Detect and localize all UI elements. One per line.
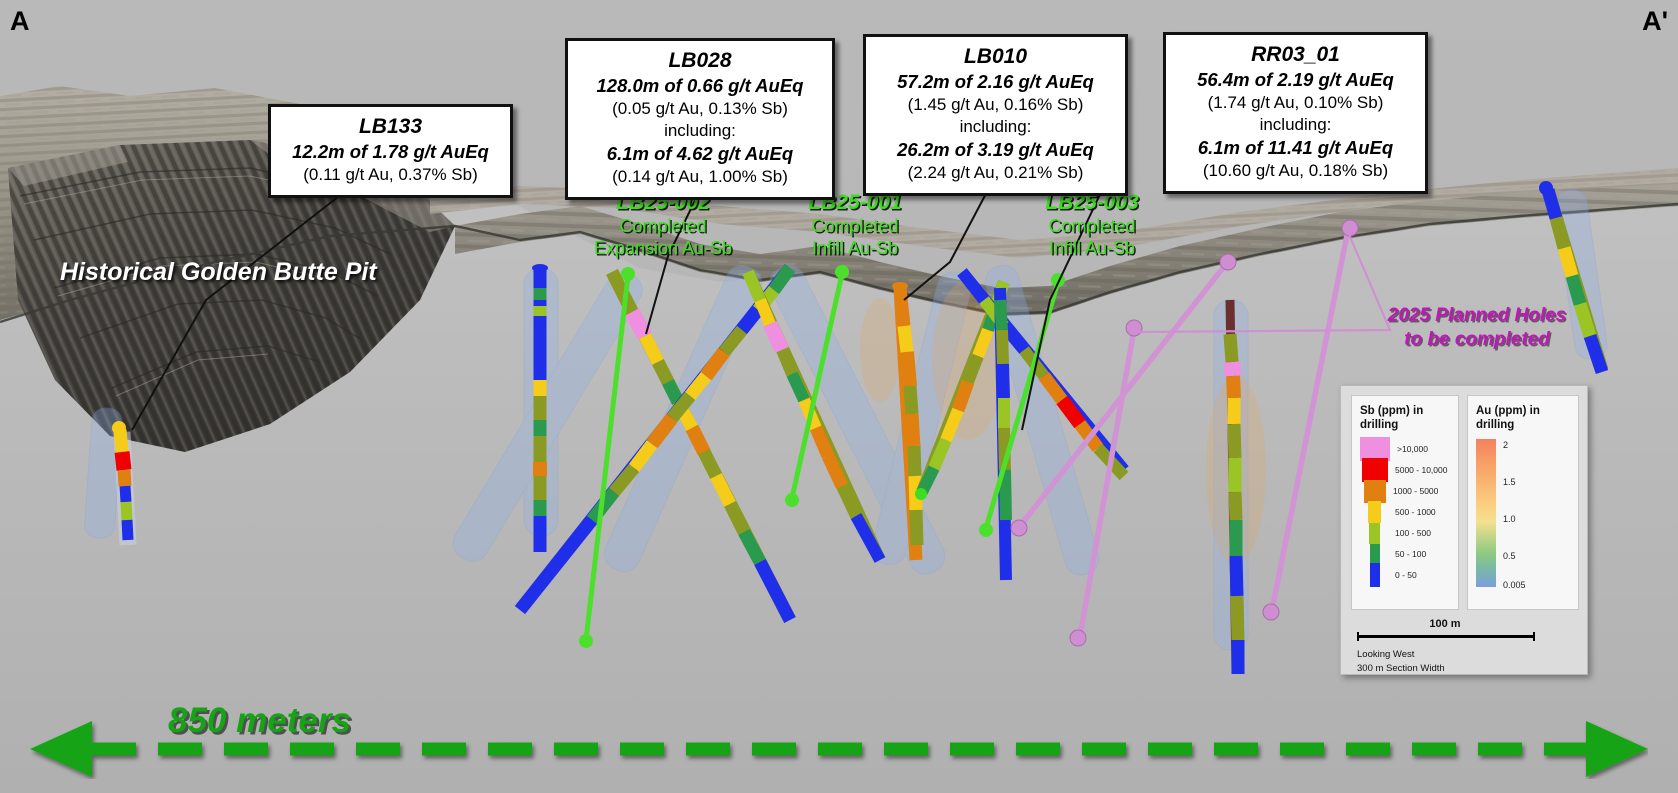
sb-label: 500 - 1000	[1395, 507, 1436, 518]
hole-status: Completed	[1048, 215, 1136, 236]
callout-title: LB133	[358, 115, 423, 138]
sb-swatch-1000-5000	[1364, 479, 1386, 503]
sb-swatch-50-100	[1370, 543, 1380, 565]
scale-distance-label: 850 meters	[168, 701, 351, 740]
scalebar-bar	[1357, 635, 1535, 638]
drillhole-far-right	[1539, 181, 1609, 375]
drillhole-rr03	[1223, 299, 1245, 674]
au-legend-title: Au (ppm) in drilling	[1476, 405, 1540, 432]
callout-line: (2.24 g/t Au, 0.21% Sb)	[907, 162, 1084, 182]
sb-swatch-gt10000	[1360, 437, 1390, 462]
scale-arrow	[30, 721, 1648, 777]
callout-lb010[interactable]: LB010 57.2m of 2.16 g/t AuEq (1.45 g/t A…	[863, 34, 1128, 196]
callout-line: 56.4m of 2.19 g/t AuEq	[1197, 68, 1394, 90]
hole-type: Infill Au-Sb	[811, 237, 899, 258]
sb-legend-row: 100 - 500	[1360, 522, 1450, 544]
callout-line: (10.60 g/t Au, 0.18% Sb)	[1202, 160, 1389, 180]
sb-label: 1000 - 5000	[1393, 486, 1439, 497]
callout-line: 6.1m of 4.62 g/t AuEq	[606, 142, 794, 164]
section-label-a: A	[10, 6, 30, 36]
sb-legend-row: 50 - 100	[1360, 543, 1450, 565]
planned-note-leader	[1133, 231, 1392, 334]
sb-legend-row: >10,000	[1360, 437, 1450, 462]
sb-label: >10,000	[1397, 444, 1428, 455]
hole-type: Expansion Au-Sb	[593, 237, 733, 258]
legend-panel: Sb (ppm) in drilling >10,000 5000 - 10,0…	[1340, 385, 1588, 675]
drillhole-angled-c	[742, 269, 886, 563]
callout-title: LB010	[963, 45, 1028, 68]
scalebar-cap-left	[1357, 632, 1359, 641]
au-tick: 1.5	[1503, 476, 1516, 487]
hole-id: LB25-003	[1045, 191, 1139, 214]
callout-line: 12.2m of 1.78 g/t AuEq	[292, 140, 489, 162]
au-colorbar	[1476, 438, 1496, 587]
callout-rr03-01[interactable]: RR03_01 56.4m of 2.19 g/t AuEq (1.74 g/t…	[1163, 32, 1428, 194]
planned-note-line1: 2025 Planned Holes	[1387, 305, 1567, 326]
callout-line: (0.11 g/t Au, 0.37% Sb)	[303, 164, 478, 184]
hole-status: Completed	[619, 215, 707, 236]
hole-type: Infill Au-Sb	[1048, 237, 1136, 258]
historical-pit-label: Historical Golden Butte Pit	[60, 258, 377, 286]
au-tick: 0.005	[1503, 580, 1526, 591]
callout-title: LB028	[668, 49, 732, 72]
planned-holes-pink	[1017, 227, 1351, 639]
sb-legend-row: 500 - 1000	[1360, 501, 1450, 524]
drillhole-lb010	[892, 282, 924, 561]
au-colorbar-wrap: 2 1.5 1.0 0.5 0.005	[1476, 438, 1570, 591]
planned-note-line2: to be completed	[1404, 328, 1550, 350]
sb-swatch-500-1000	[1368, 501, 1381, 524]
sb-legend-row: 0 - 50	[1360, 563, 1450, 588]
callout-line: (0.05 g/t Au, 0.13% Sb) including:	[612, 98, 788, 140]
au-legend-card: Au (ppm) in drilling 2 1.5 1.0 0.5 0.005	[1467, 395, 1579, 610]
sb-swatch-0-50	[1370, 563, 1380, 588]
sb-label: 0 - 50	[1395, 570, 1417, 581]
sb-label: 5000 - 10,000	[1395, 465, 1448, 476]
callout-line: 26.2m of 3.19 g/t AuEq	[897, 138, 1094, 160]
drillhole-v540	[532, 264, 548, 552]
callout-lb028[interactable]: LB028 128.0m of 0.66 g/t AuEq (0.05 g/t …	[565, 38, 835, 200]
au-tick-labels: 2 1.5 1.0 0.5 0.005	[1503, 439, 1543, 591]
planned-holes-note: 2025 Planned Holes to be completed	[1382, 304, 1572, 352]
sb-legend-row: 5000 - 10,000	[1360, 458, 1450, 483]
sb-legend-title: Sb (ppm) in drilling	[1360, 405, 1424, 432]
sb-legend-row: 1000 - 5000	[1360, 479, 1450, 503]
sb-swatch-100-500	[1369, 522, 1380, 544]
legend-note-section-width: 300 m Section Width	[1357, 662, 1445, 674]
scalebar-cap-right	[1533, 632, 1535, 641]
drillhole-angled-b	[514, 263, 796, 615]
sb-label: 100 - 500	[1395, 528, 1431, 539]
callout-line: 128.0m of 0.66 g/t AuEq	[596, 74, 804, 96]
section-label-a-prime: A'	[1642, 6, 1668, 36]
sb-swatch-5000-10000	[1362, 458, 1388, 483]
au-tick: 0.5	[1503, 550, 1516, 561]
scalebar: 100 m Looking West 300 m Section Width	[1355, 618, 1569, 676]
legend-note-looking-west: Looking West	[1357, 649, 1415, 660]
callout-line: (1.74 g/t Au, 0.10% Sb) including:	[1207, 92, 1384, 134]
drillhole-lb133	[112, 421, 137, 546]
callout-line: (1.45 g/t Au, 0.16% Sb) including:	[907, 94, 1084, 136]
callout-line: 6.1m of 11.41 g/t AuEq	[1197, 136, 1394, 158]
sb-legend-card: Sb (ppm) in drilling >10,000 5000 - 10,0…	[1351, 395, 1459, 610]
drillhole-v1000	[994, 287, 1012, 581]
scalebar-line	[1357, 632, 1535, 641]
callout-title: RR03_01	[1251, 43, 1340, 66]
hole-label-lb25-003: LB25-003 Completed Infill Au-Sb	[1008, 190, 1176, 260]
callout-line: (0.14 g/t Au, 1.00% Sb)	[612, 166, 788, 186]
callout-leaders	[131, 185, 1105, 431]
hole-label-lb25-001: LB25-001 Completed Infill Au-Sb	[770, 190, 940, 260]
scalebar-label: 100 m	[1429, 618, 1461, 630]
au-tick: 1.0	[1503, 513, 1516, 524]
sb-legend-rows: >10,000 5000 - 10,000 1000 - 5000 500 - …	[1360, 437, 1450, 588]
au-tick: 2	[1503, 439, 1509, 450]
hole-status: Completed	[811, 215, 899, 236]
sb-label: 50 - 100	[1395, 549, 1427, 560]
callout-line: 57.2m of 2.16 g/t AuEq	[897, 70, 1094, 92]
hole-label-lb25-002: LB25-002 Completed Expansion Au-Sb	[568, 190, 758, 260]
callout-lb133[interactable]: LB133 12.2m of 1.78 g/t AuEq (0.11 g/t A…	[268, 104, 513, 198]
drillhole-angled-e	[957, 268, 1129, 481]
